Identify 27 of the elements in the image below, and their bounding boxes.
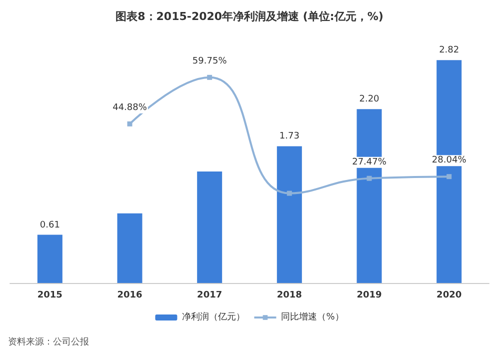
x-tick-label: 2017 bbox=[197, 290, 222, 300]
text: 资料来源：公司公报 bbox=[8, 336, 89, 348]
point bbox=[366, 176, 372, 181]
bar bbox=[276, 146, 302, 283]
legend-label: 同比增速（%） bbox=[281, 312, 344, 322]
chart-title: 图表8：2015-2020年净利润及增速 (单位:亿元，%) bbox=[116, 10, 384, 23]
bar bbox=[117, 213, 142, 283]
data-label: 2.82 bbox=[439, 46, 460, 56]
legend-label: 净利润（亿元） bbox=[182, 312, 246, 322]
data-label: 27.47% bbox=[352, 157, 387, 168]
point bbox=[127, 121, 132, 126]
data-label: 1.73 bbox=[279, 132, 300, 142]
point bbox=[446, 174, 452, 180]
data-label: 44.88% bbox=[112, 102, 148, 113]
x-tick-label: 2020 bbox=[436, 290, 462, 300]
x-tick-label: 2019 bbox=[356, 290, 382, 300]
data-label: 59.75% bbox=[192, 56, 228, 66]
point bbox=[207, 74, 212, 80]
point bbox=[286, 190, 292, 196]
bar bbox=[37, 234, 62, 283]
data-label: 28.04% bbox=[432, 156, 467, 166]
x-tick-label: 2018 bbox=[276, 290, 302, 300]
x-tick-label: 2016 bbox=[117, 290, 142, 300]
data-label: 2.20 bbox=[359, 94, 380, 105]
bar bbox=[197, 172, 222, 283]
x-tick-label: 2015 bbox=[37, 290, 62, 300]
data-label: 0.61 bbox=[40, 220, 60, 230]
